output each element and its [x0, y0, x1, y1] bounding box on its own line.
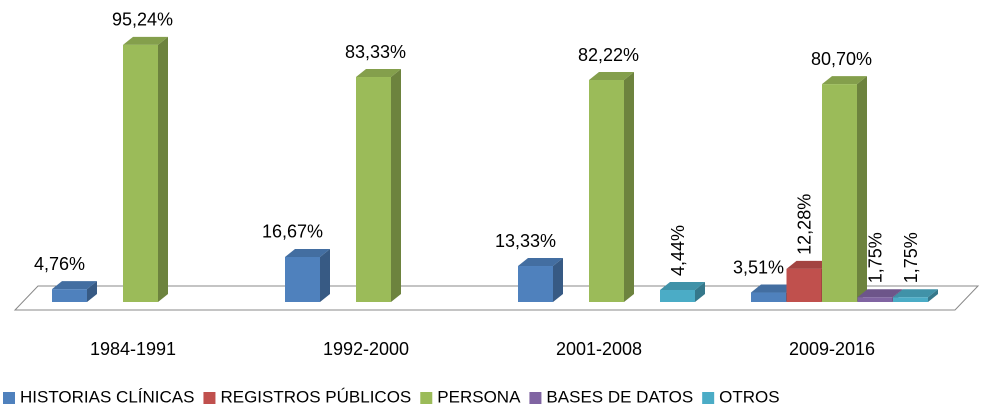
- bar-side: [857, 76, 867, 302]
- bar-top: [589, 72, 634, 81]
- bar-side: [158, 36, 168, 303]
- bar-top: [285, 248, 330, 257]
- bar: [52, 289, 87, 302]
- legend-swatch: [420, 392, 433, 404]
- bar: [660, 290, 695, 302]
- bar-side: [553, 258, 563, 302]
- bar-top: [660, 282, 705, 291]
- data-label: 4,76%: [34, 254, 85, 274]
- floor: [13, 285, 980, 311]
- bar-top: [123, 36, 168, 45]
- bar: [822, 84, 857, 302]
- data-label: 4,44%: [668, 225, 688, 276]
- bar-side: [624, 72, 634, 302]
- bar: [893, 297, 928, 302]
- bar-top: [356, 69, 401, 78]
- data-label: 1,75%: [901, 232, 921, 283]
- bar-side: [87, 281, 97, 302]
- data-label: 82,22%: [578, 45, 639, 65]
- bar-side: [695, 282, 705, 302]
- legend-swatch: [203, 392, 216, 404]
- data-label: 95,24%: [112, 10, 173, 30]
- x-tick-label: 1992-2000: [323, 339, 409, 359]
- legend-label: BASES DE DATOS: [546, 387, 693, 406]
- bar-top: [822, 76, 867, 85]
- bar: [285, 256, 320, 302]
- x-tick-label: 1984-1991: [90, 339, 176, 359]
- x-tick-label: 2001-2008: [556, 339, 642, 359]
- bar-side: [928, 289, 938, 302]
- bar-side: [320, 248, 330, 302]
- bar: [123, 44, 158, 303]
- data-label: 80,70%: [811, 49, 872, 69]
- bar-top: [857, 289, 903, 298]
- bar: [857, 297, 893, 302]
- legend-label: OTROS: [719, 387, 779, 406]
- bar-top: [518, 258, 563, 267]
- bar-top: [751, 284, 796, 293]
- x-tick-label: 2009-2016: [789, 339, 875, 359]
- bar-top: [893, 289, 938, 298]
- legend-label: HISTORIAS CLÍNICAS: [20, 387, 194, 406]
- bar: [786, 268, 822, 302]
- data-label: 16,67%: [262, 222, 323, 242]
- bar-top: [786, 260, 832, 269]
- legend-swatch: [529, 392, 542, 404]
- data-label: 12,28%: [795, 194, 815, 255]
- data-label: 1,75%: [866, 232, 886, 283]
- bar: [356, 77, 391, 302]
- bar: [518, 266, 553, 302]
- legend-swatch: [702, 392, 715, 404]
- bar: [589, 80, 624, 302]
- data-label: 13,33%: [495, 231, 556, 251]
- bar-side: [391, 69, 401, 302]
- bar: [751, 292, 786, 302]
- legend-swatch: [3, 392, 15, 404]
- legend-label: REGISTROS PÚBLICOS: [220, 387, 411, 406]
- bar-top: [52, 281, 97, 290]
- legend-label: PERSONA: [437, 387, 521, 406]
- data-label: 3,51%: [733, 257, 784, 277]
- data-label: 83,33%: [345, 42, 406, 62]
